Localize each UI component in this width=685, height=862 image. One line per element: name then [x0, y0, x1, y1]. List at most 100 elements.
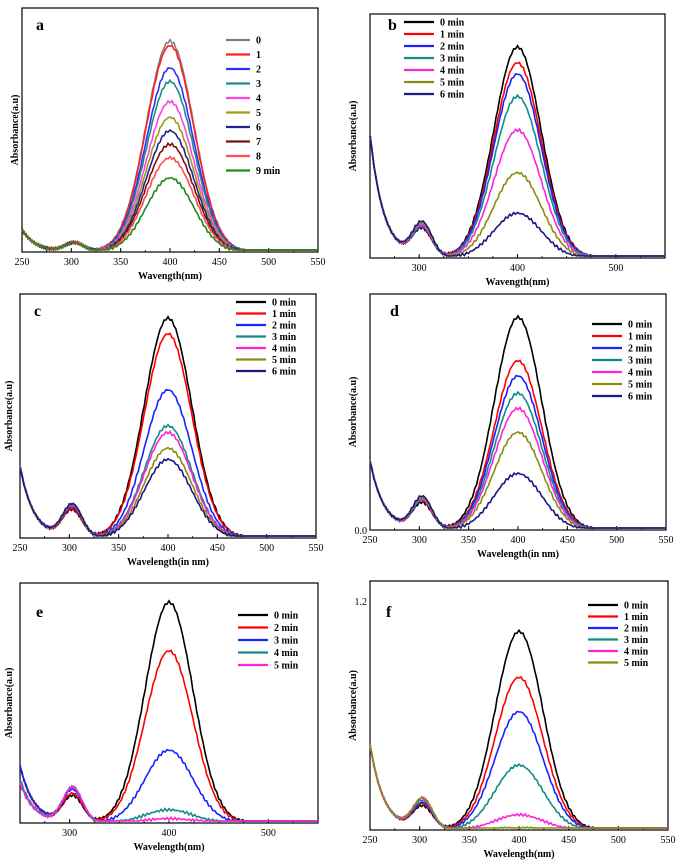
- legend-label: 4 min: [274, 648, 299, 659]
- x-axis-title: Wavelength(nm): [483, 849, 554, 860]
- legend-label: 0 min: [624, 601, 649, 612]
- legend-label: 1 min: [628, 332, 653, 343]
- x-tick-label: 400: [510, 263, 525, 274]
- legend-label: 1 min: [272, 309, 297, 320]
- y-axis-title: Absorbance(a.u): [4, 381, 15, 452]
- legend-label: 3 min: [440, 54, 465, 65]
- series-line-4-min: [369, 406, 666, 530]
- legend-label: 2 min: [274, 623, 299, 634]
- x-tick-label: 300: [62, 828, 77, 839]
- x-tick-label: 500: [608, 263, 623, 274]
- series-line-9-min: [21, 176, 318, 252]
- series-line-6-min: [369, 461, 666, 530]
- x-tick-label: 450: [561, 835, 576, 846]
- legend-label: 5 min: [624, 658, 649, 669]
- series-line-1: [21, 44, 318, 252]
- legend-label: 2 min: [440, 42, 465, 53]
- x-tick-label: 300: [412, 535, 427, 546]
- x-tick-label: 250: [363, 535, 378, 546]
- x-tick-label: 250: [13, 543, 28, 554]
- legend-label: 1 min: [624, 612, 649, 623]
- legend-label: 3: [256, 79, 261, 90]
- legend-label: 1: [256, 50, 261, 61]
- y-axis-title: Absorbance(a.u): [348, 101, 359, 172]
- x-tick-label: 350: [461, 535, 476, 546]
- x-axis-title: Wavength(nm): [138, 271, 202, 282]
- legend-label: 4 min: [624, 647, 649, 658]
- x-tick-label: 500: [611, 835, 626, 846]
- legend-label: 4 min: [440, 66, 465, 77]
- series-line-3-min: [19, 748, 318, 823]
- x-axis-title: Wavength(nm): [486, 277, 550, 288]
- series-line-5-min: [369, 430, 666, 530]
- series-line-3-min: [369, 390, 666, 530]
- chart-panel-c: 250 300 350 400 450 500 550 Wavelength(in nm) Ab…: [4, 293, 324, 568]
- series-line-0-min: [369, 44, 665, 258]
- y-axis-title: Absorbance(a.u): [4, 668, 15, 739]
- legend-label: 1 min: [440, 30, 465, 41]
- x-axis-title: Wavelength(nm): [133, 842, 204, 853]
- legend-label: 4 min: [628, 368, 653, 379]
- x-tick-label: 550: [661, 835, 676, 846]
- x-tick-label: 500: [259, 543, 274, 554]
- series-line-5-min: [369, 743, 668, 829]
- x-tick-label: 300: [412, 263, 427, 274]
- legend-label: 3 min: [272, 332, 297, 343]
- legend-label: 4: [256, 94, 261, 105]
- legend-label: 0 min: [440, 18, 465, 29]
- legend-label: 3 min: [274, 636, 299, 647]
- legend-label: 8: [256, 152, 261, 163]
- series-line-3-min: [19, 423, 316, 538]
- chart-panel-d: 250 300 350 400 450 500 550 0.0 Wavelength(in nm…: [348, 293, 674, 560]
- plot-frame: [369, 13, 666, 259]
- series-line-4-min: [369, 743, 668, 830]
- legend-label: 6 min: [272, 367, 297, 378]
- legend-label: 0 min: [272, 298, 297, 309]
- chart-panel-a: 250 300 350 400 450 500 550Wavength(nm)Absorba…: [10, 7, 326, 282]
- legend-label: 0 min: [274, 611, 299, 622]
- legend-label: 6 min: [628, 392, 653, 403]
- legend-label: 6: [256, 123, 261, 134]
- x-tick-label: 450: [210, 543, 225, 554]
- panel-letter: e: [36, 604, 43, 621]
- y-tick-label: 1.2: [355, 597, 368, 608]
- legend-label: 4 min: [272, 344, 297, 355]
- legend-label: 3 min: [624, 635, 649, 646]
- x-tick-label: 350: [111, 543, 126, 554]
- x-tick-label: 450: [560, 535, 575, 546]
- x-tick-label: 550: [659, 535, 674, 546]
- series-line-7: [21, 141, 318, 252]
- series-line-5-min: [19, 782, 318, 823]
- x-tick-label: 250: [15, 257, 30, 268]
- x-tick-label: 400: [512, 835, 527, 846]
- chart-panel-e: 300 400 500 Wavelength(nm) Absorbance(a.u) e 0…: [4, 582, 319, 853]
- x-tick-label: 400: [162, 828, 177, 839]
- x-tick-label: 550: [311, 257, 326, 268]
- x-tick-label: 400: [161, 543, 176, 554]
- x-tick-label: 500: [261, 828, 276, 839]
- series-line-5-min: [19, 446, 316, 538]
- x-tick-label: 350: [113, 257, 128, 268]
- legend-label: 2 min: [624, 624, 649, 635]
- y-axis-title: Absorbance(a.u): [10, 95, 21, 166]
- legend-label: 2 min: [272, 321, 297, 332]
- x-axis-title: Wavelength(in nm): [127, 557, 209, 568]
- panel-letter: a: [36, 17, 44, 34]
- panel-letter: b: [388, 17, 397, 34]
- series-line-5-min: [369, 134, 665, 258]
- x-tick-label: 300: [64, 257, 79, 268]
- x-tick-label: 550: [309, 543, 324, 554]
- legend-label: 6 min: [440, 90, 465, 101]
- panel-letter: c: [34, 303, 41, 320]
- x-tick-label: 300: [62, 543, 77, 554]
- legend-label: 5: [256, 108, 261, 119]
- series-line-6: [21, 129, 318, 252]
- panel-letter: f: [386, 604, 392, 621]
- legend-label: 0: [256, 36, 261, 47]
- legend-label: 5 min: [274, 661, 299, 672]
- x-tick-label: 250: [363, 835, 378, 846]
- series-line-5: [21, 115, 318, 252]
- panel-letter: d: [390, 303, 399, 320]
- series-line-6-min: [369, 135, 665, 258]
